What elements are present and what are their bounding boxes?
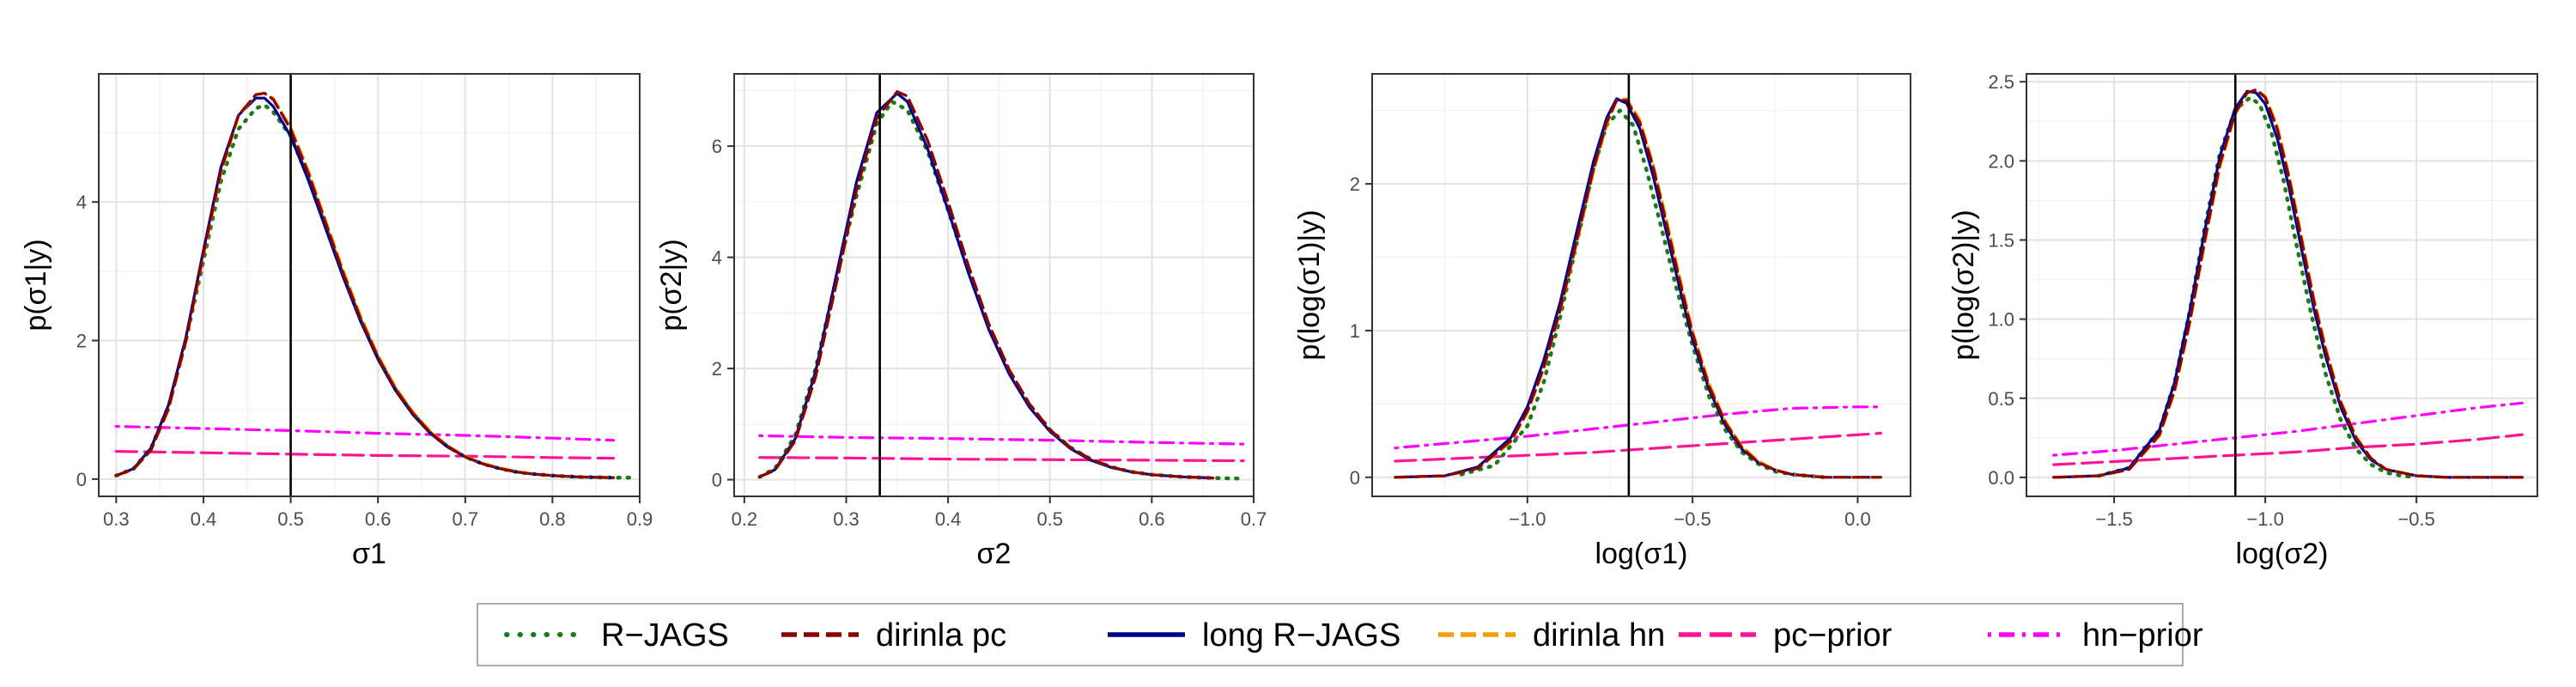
x-tick-label: −1.0: [1509, 508, 1546, 530]
grid: [2026, 74, 2537, 496]
series-line-hn-prior: [1394, 405, 1882, 450]
y-tick-label: 0.5: [1988, 388, 2014, 410]
series-line-pc-prior: [2052, 433, 2524, 466]
y-axis-title: p(log(σ2)|y): [1947, 210, 1980, 360]
x-tick-label: −0.5: [2397, 508, 2434, 530]
y-tick-label: 1: [1350, 320, 1360, 342]
y-tick-label: 0: [712, 470, 722, 491]
x-tick-label: 0.3: [103, 508, 130, 530]
y-tick-label: 6: [712, 136, 722, 157]
legend-item: R−JAGS: [504, 617, 729, 654]
legend-item: hn−prior: [1988, 617, 2203, 654]
x-axis-title: log(σ1): [1595, 538, 1688, 570]
x-tick-label: 0.0: [1844, 508, 1871, 530]
series-group: [757, 90, 1246, 481]
y-tick-label: 1.5: [1988, 229, 2014, 251]
y-tick-label: 2: [1350, 173, 1360, 195]
series-group: [114, 92, 634, 480]
legend-box: [477, 603, 2184, 666]
panel-3: −1.0 −0.5 0.0 0 1 2 log(σ1) p(log(σ1)|y): [1293, 73, 1911, 570]
series-group: [1394, 97, 1882, 480]
panel-border: [98, 73, 641, 497]
y-tick-label: 2.0: [1988, 150, 2014, 172]
legend-label: hn−prior: [2082, 617, 2203, 654]
x-tick-label: −1.5: [2095, 508, 2132, 530]
x-tick-label: 0.9: [627, 508, 653, 530]
panel-1: 0.3 0.4 0.5 0.6 0.7 0.8 0.9 0 2 4 σ1 p(σ1|y): [20, 73, 653, 570]
x-tick-label: −0.5: [1674, 508, 1710, 530]
panel-border: [1371, 73, 1911, 497]
legend-label: pc−prior: [1773, 617, 1893, 654]
plot-background: [734, 74, 1254, 496]
panel-border: [2026, 73, 2538, 497]
legend-label: long R−JAGS: [1202, 617, 1400, 654]
y-axis-title: p(σ1|y): [20, 239, 52, 331]
y-tick-label: 4: [76, 192, 87, 213]
legend-label: dirinla pc: [876, 617, 1006, 654]
legend-item: dirinla pc: [781, 617, 1006, 654]
y-tick-label: 2: [712, 358, 722, 380]
legend: R−JAGS dirinla pc long R−JAGS dirinla hn pc−…: [477, 603, 2203, 666]
series-line-hn-prior: [114, 424, 616, 442]
legend-label: R−JAGS: [601, 617, 729, 654]
legend-item: long R−JAGS: [1108, 617, 1400, 654]
x-axis-title: σ1: [352, 538, 386, 570]
x-tick-label: 0.6: [1139, 508, 1165, 530]
y-tick-label: 0.0: [1988, 467, 2014, 489]
x-tick-label: 0.7: [452, 508, 478, 530]
grid: [1372, 74, 1911, 496]
y-axis-title: p(σ2|y): [655, 239, 688, 331]
series-group: [2052, 88, 2524, 480]
x-tick-label: −1.0: [2246, 508, 2283, 530]
series-line-pc-prior: [114, 450, 616, 460]
y-axis-title: p(log(σ1)|y): [1293, 210, 1326, 360]
panel-4: −1.5 −1.0 −0.5 0.0 0.5 1.0 1.5 2.0 2.5 log(σ2) p(l…: [1947, 71, 2538, 570]
series-line-pc-prior: [758, 456, 1245, 463]
x-axis-title: log(σ2): [2236, 538, 2329, 570]
grid: [734, 74, 1255, 496]
x-tick-label: 0.4: [935, 508, 962, 530]
x-tick-label: 0.8: [539, 508, 566, 530]
y-tick-label: 4: [712, 247, 722, 269]
x-tick-label: 0.4: [191, 508, 217, 530]
x-axis-title: σ2: [977, 538, 1012, 570]
series-line-dirinla-pc: [114, 92, 616, 479]
series-line-hn-prior: [2052, 401, 2524, 457]
legend-item: dirinla hn: [1438, 617, 1665, 654]
legend-label: dirinla hn: [1533, 617, 1665, 654]
series-line-dirinla-pc: [758, 90, 1215, 480]
y-tick-label: 0: [1350, 467, 1360, 489]
series-line-dirinla-pc: [2052, 88, 2524, 479]
legend-item: pc−prior: [1679, 617, 1893, 654]
y-tick-label: 2: [76, 331, 87, 352]
x-tick-label: 0.6: [365, 508, 392, 530]
x-tick-label: 0.2: [732, 508, 758, 530]
series-line-hn-prior: [758, 434, 1245, 446]
y-tick-label: 0: [76, 469, 87, 490]
series-line-dirinla-pc: [1394, 99, 1882, 479]
y-tick-label: 2.5: [1988, 71, 2014, 93]
panel-border: [733, 73, 1255, 497]
x-tick-label: 0.5: [277, 508, 304, 530]
x-tick-label: 0.7: [1241, 508, 1267, 530]
plot-background: [1372, 74, 1911, 496]
x-tick-label: 0.5: [1036, 508, 1063, 530]
y-tick-label: 1.0: [1988, 309, 2014, 331]
plot-background: [99, 74, 640, 496]
series-line-pc-prior: [1394, 431, 1882, 463]
panel-2: 0.2 0.3 0.4 0.5 0.6 0.7 0 2 4 6 σ2 p(σ2|y): [655, 73, 1267, 570]
x-tick-label: 0.3: [833, 508, 860, 530]
